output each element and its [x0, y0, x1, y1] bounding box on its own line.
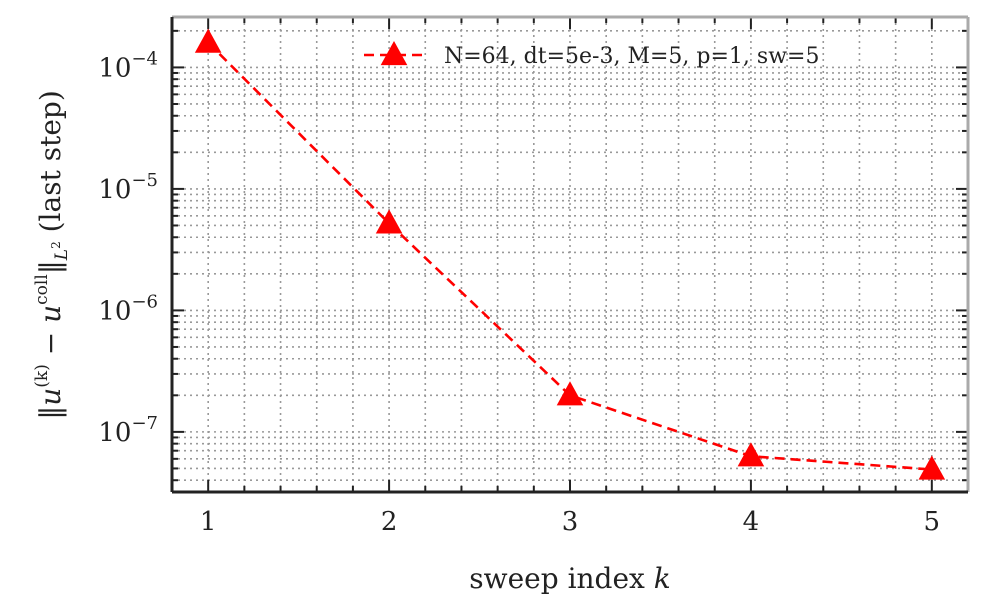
grid — [171, 17, 969, 492]
data-point-marker — [918, 455, 946, 480]
data-point-marker — [556, 381, 584, 406]
data-point-marker — [737, 442, 765, 467]
data-point-marker — [375, 209, 403, 234]
x-axis-title: sweep index k — [469, 562, 670, 595]
data-point-marker — [194, 28, 222, 53]
x-tick-labels: 1 2 3 4 5 — [200, 507, 940, 537]
y-axis-title: ‖u(k) − ucoll‖L2 (last step) — [32, 90, 72, 420]
y-tick-label: 10−6 — [98, 291, 158, 326]
x-tick-label: 4 — [743, 507, 760, 537]
y-tick-labels: 10−7 10−6 10−5 10−4 — [98, 48, 158, 447]
legend: N=64, dt=5e-3, M=5, p=1, sw=5 — [364, 41, 819, 69]
legend-marker-triangle — [380, 41, 408, 66]
y-tick-label: 10−4 — [98, 48, 158, 83]
svg-text:sweep index k: sweep index k — [469, 562, 670, 595]
x-tick-label: 5 — [924, 507, 941, 537]
series-line — [207, 41, 932, 471]
y-tick-label: 10−7 — [98, 413, 158, 448]
x-tick-label: 3 — [562, 507, 579, 537]
x-tick-label: 2 — [381, 507, 398, 537]
plot-frame — [170, 15, 970, 494]
svg-text:‖u(k) − ucoll‖L2 (last step): ‖u(k) − ucoll‖L2 (last step) — [32, 90, 72, 420]
x-tick-label: 1 — [200, 507, 217, 537]
legend-label: N=64, dt=5e-3, M=5, p=1, sw=5 — [444, 44, 819, 69]
series-layer — [194, 28, 946, 480]
y-tick-label: 10−5 — [98, 170, 158, 205]
